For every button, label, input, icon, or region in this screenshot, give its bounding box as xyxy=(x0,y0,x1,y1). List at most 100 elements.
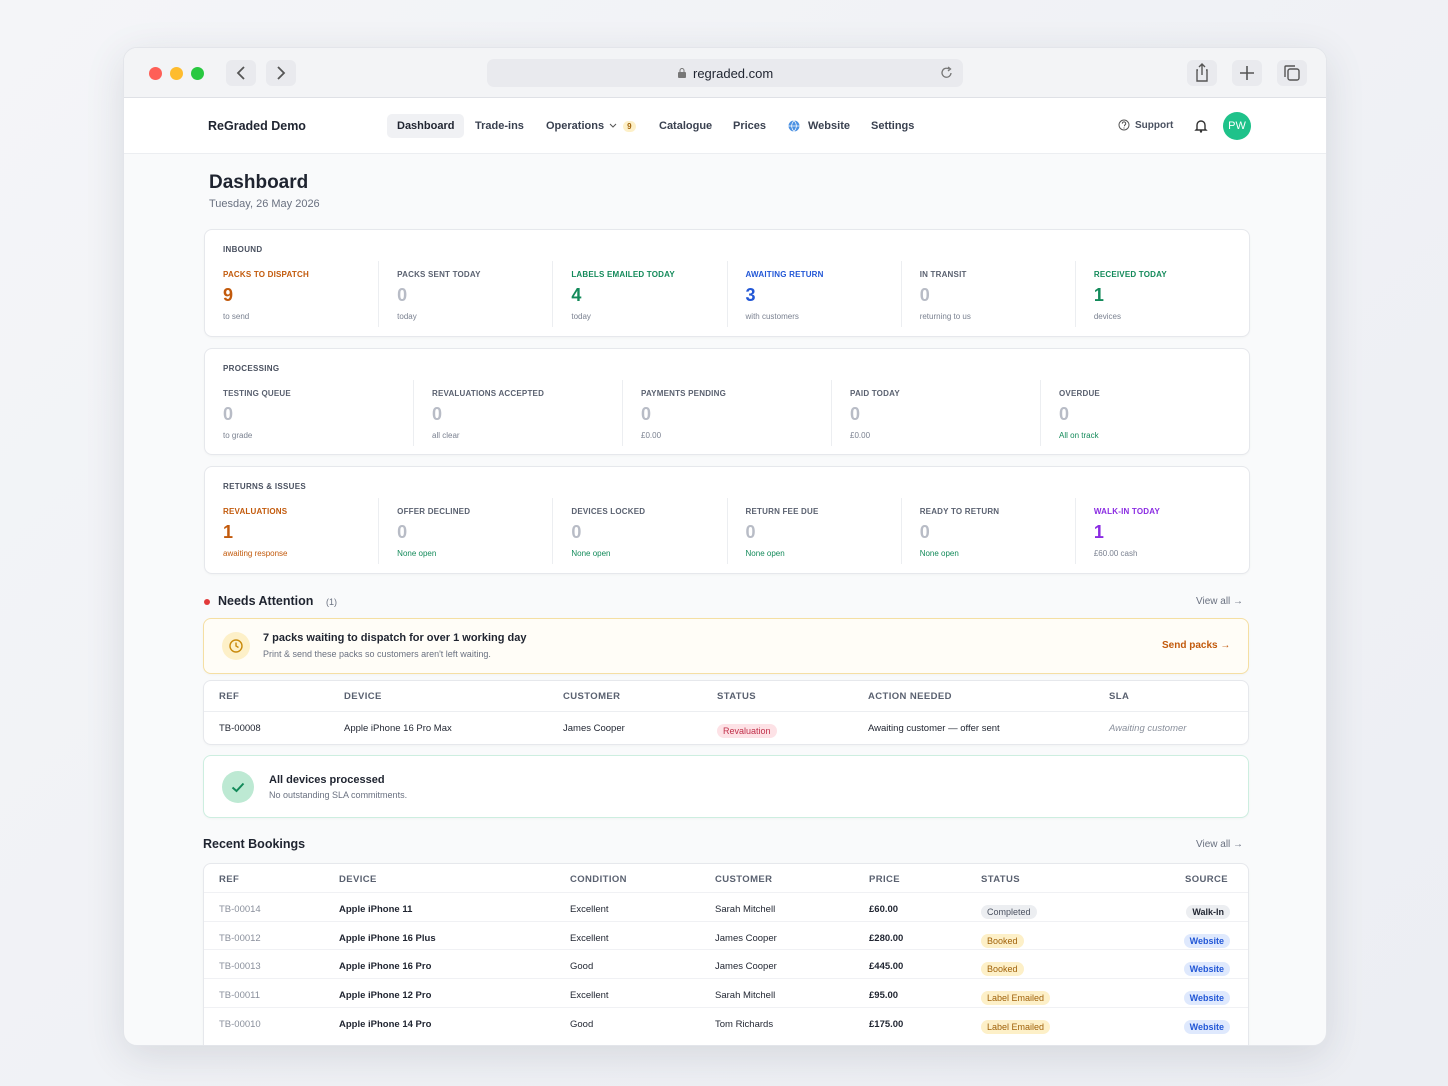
stat-label: PAYMENTS PENDING xyxy=(641,389,726,398)
source-cell: Website xyxy=(1183,988,1230,1006)
status-badge: Website xyxy=(1183,1019,1230,1034)
nav-label: Settings xyxy=(871,120,915,132)
status-badge: Walk-In xyxy=(1186,905,1230,919)
table-cell: £445.00 xyxy=(869,961,904,973)
stat: REVALUATIONS ACCEPTED 0 all clear xyxy=(413,380,622,446)
notification-bell[interactable] xyxy=(1194,118,1208,133)
nav-item[interactable]: Settings xyxy=(861,114,924,138)
share-button[interactable] xyxy=(1187,60,1217,86)
brand[interactable]: ReGraded Demo xyxy=(208,119,306,133)
stat: RETURN FEE DUE 0 None open xyxy=(726,498,901,564)
stat: LABELS EMAILED TODAY 4 today xyxy=(552,261,726,327)
table-cell: TB-00012 xyxy=(219,932,261,944)
forward-button[interactable] xyxy=(266,60,296,86)
view-all-link[interactable]: View all → xyxy=(1196,596,1244,607)
status-badge: Booked xyxy=(981,933,1024,948)
status-cell: Booked xyxy=(981,959,1024,977)
row-divider xyxy=(204,978,1248,980)
browser-toolbar: regraded.com xyxy=(124,48,1326,98)
check-icon xyxy=(222,771,254,803)
stat: PAYMENTS PENDING 0 £0.00 xyxy=(622,380,831,446)
alert-action[interactable]: Send packs → xyxy=(1162,640,1231,651)
table-cell: Tom Richards xyxy=(715,1018,774,1030)
avatar[interactable]: PW xyxy=(1223,112,1251,140)
stat-label: LABELS EMAILED TODAY xyxy=(571,270,675,279)
page-date: Tuesday, 26 May 2026 xyxy=(209,198,320,210)
nav-label: Operations xyxy=(546,120,605,132)
attention-table: REF DEVICE CUSTOMER STATUS ACTION NEEDED SLA T… xyxy=(203,680,1249,745)
table-cell: Apple iPhone 16 Plus xyxy=(339,932,436,944)
divider xyxy=(204,711,1248,712)
stat: OVERDUE 0 All on track xyxy=(1040,380,1249,446)
url-text: regraded.com xyxy=(693,66,774,81)
status-cell: Label Emailed xyxy=(981,1017,1051,1035)
stat-sub: devices xyxy=(1093,312,1121,321)
minimize-button[interactable] xyxy=(170,67,183,80)
nav-item[interactable]: Dashboard xyxy=(387,114,465,138)
table-header: SOURCE xyxy=(1184,874,1228,885)
table-header: REF xyxy=(219,691,240,702)
stat-label: REVALUATIONS ACCEPTED xyxy=(432,389,545,398)
row-divider xyxy=(204,1006,1248,1008)
stat-value: 0 xyxy=(1059,404,1070,424)
stat-value: 1 xyxy=(1093,285,1104,305)
view-all-link[interactable]: View all → xyxy=(1196,839,1244,850)
table-header: STATUS xyxy=(981,874,1020,885)
nav-item[interactable]: Catalogue xyxy=(649,114,722,138)
top-nav: ReGraded Demo Dashboard Trade-ins Operatio… xyxy=(124,98,1326,154)
table-cell: Apple iPhone 16 Pro Max xyxy=(344,723,452,734)
stat-sub: returning to us xyxy=(919,312,971,321)
status-badge: Revaluation xyxy=(717,724,777,738)
table-cell: Good xyxy=(570,1018,594,1030)
support-link[interactable]: Support xyxy=(1135,120,1174,131)
table-header: CONDITION xyxy=(570,874,627,885)
stat-label: PAID TODAY xyxy=(850,389,900,398)
stat-row: REVALUATIONS 1 awaiting response OFFER DECL… xyxy=(205,498,1249,564)
stat-sub: None open xyxy=(571,549,611,558)
status-badge: Booked xyxy=(981,962,1024,977)
nav-item[interactable]: Website xyxy=(778,114,860,138)
status-cell: Revaluation xyxy=(717,721,777,739)
stat-value: 0 xyxy=(919,522,930,542)
table-cell: James Cooper xyxy=(715,961,777,973)
stat: PACKS TO DISPATCH 9 to send xyxy=(205,261,378,327)
plus-icon xyxy=(1240,66,1254,80)
tabs-button[interactable] xyxy=(1277,60,1307,86)
table-header: DEVICE xyxy=(339,874,377,885)
status-badge: Website xyxy=(1183,933,1230,948)
bookings-table: REF DEVICE CONDITION CUSTOMER PRICE STATUS SOU… xyxy=(203,863,1249,1045)
close-button[interactable] xyxy=(149,67,162,80)
stat: PAID TODAY 0 £0.00 xyxy=(831,380,1040,446)
reload-icon[interactable] xyxy=(940,66,954,80)
stat-label: PACKS SENT TODAY xyxy=(397,270,481,279)
nav-item[interactable]: Operations 9 xyxy=(536,114,646,138)
back-button[interactable] xyxy=(226,60,256,86)
stat: PACKS SENT TODAY 0 today xyxy=(378,261,552,327)
stat-label: RETURN FEE DUE xyxy=(745,507,819,516)
share-icon xyxy=(1196,63,1208,82)
alert-text: Print & send these packs so customers ar… xyxy=(263,649,491,659)
table-header: STATUS xyxy=(717,691,756,702)
stat-value: 0 xyxy=(641,404,652,424)
zoom-button[interactable] xyxy=(191,67,204,80)
forward-icon xyxy=(277,66,286,80)
table-cell: TB-00010 xyxy=(219,1018,261,1030)
new-tab-button[interactable] xyxy=(1232,60,1262,86)
stat-value: 0 xyxy=(745,522,756,542)
nav-item[interactable]: Trade-ins xyxy=(465,114,534,138)
alert-card: 7 packs waiting to dispatch for over 1 w… xyxy=(203,618,1249,674)
source-cell: Website xyxy=(1183,931,1230,949)
stat-value: 1 xyxy=(1093,522,1104,542)
stat-sub: £0.00 xyxy=(641,431,662,440)
nav-item[interactable]: Prices xyxy=(723,114,776,138)
section-title: RETURNS & ISSUES xyxy=(223,482,307,491)
source-cell: Walk-In xyxy=(1186,902,1230,920)
stat: DEVICES LOCKED 0 None open xyxy=(552,498,726,564)
nav-label: Prices xyxy=(733,120,767,132)
address-bar[interactable]: regraded.com xyxy=(487,59,963,87)
stat-value: 1 xyxy=(223,522,234,542)
stat-card: INBOUND PACKS TO DISPATCH 9 to send PACKS SE… xyxy=(204,229,1250,337)
stat: TESTING QUEUE 0 to grade xyxy=(205,380,413,446)
tabs-icon xyxy=(1284,65,1300,81)
stat-label: OVERDUE xyxy=(1059,389,1100,398)
